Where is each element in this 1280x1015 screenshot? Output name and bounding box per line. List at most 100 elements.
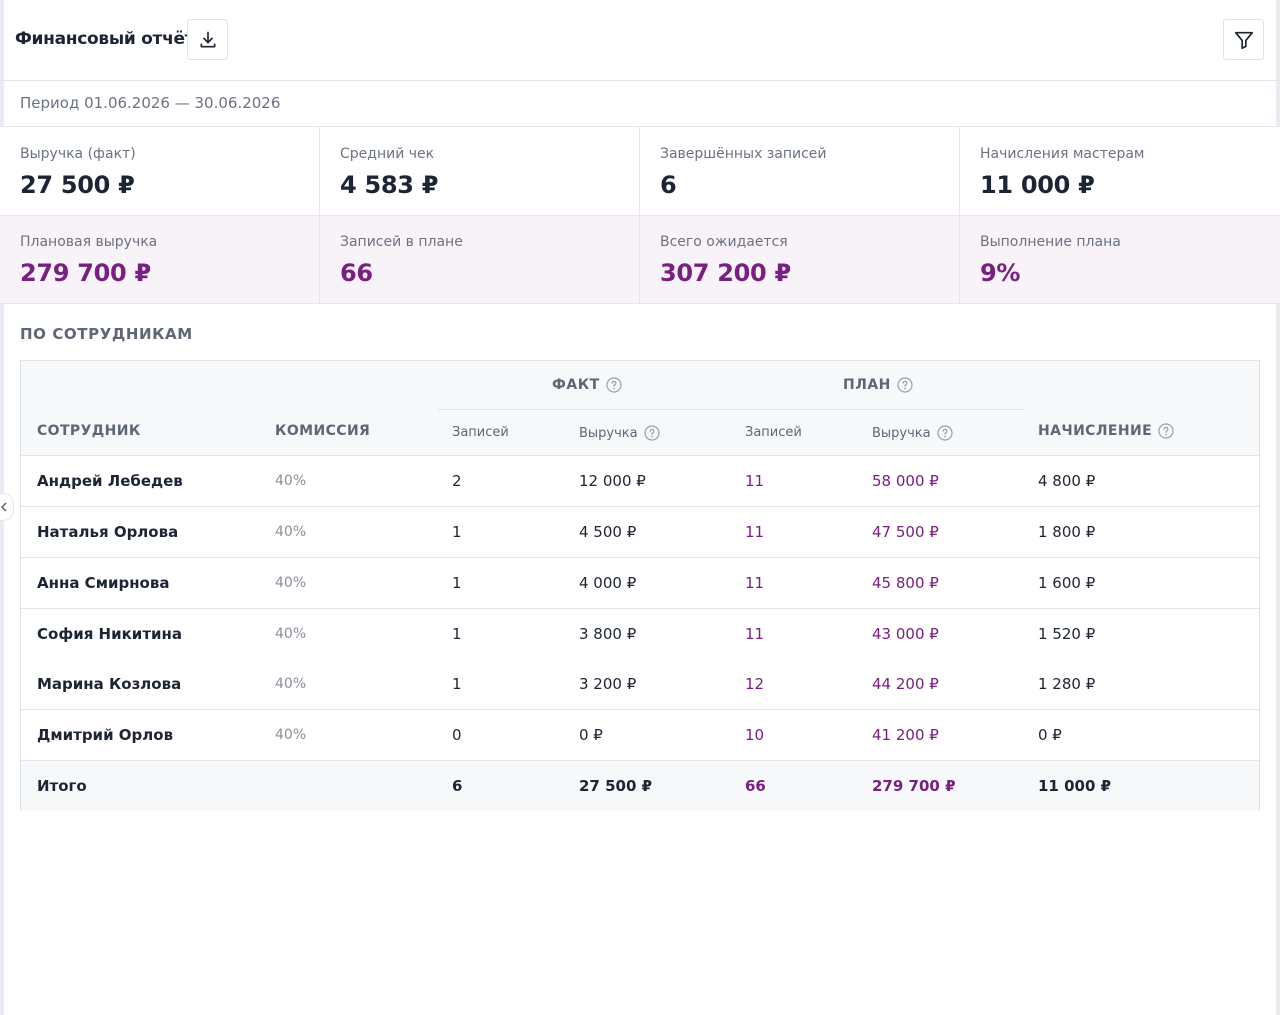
kpi-label: Завершённых записей xyxy=(660,146,827,162)
kpi-plan-completion: Выполнение плана 9% xyxy=(960,216,1280,303)
table-row[interactable]: София Никитина 40% 1 3 800 ₽ 11 43 000 ₽… xyxy=(21,609,1259,660)
cell-total-fact-revenue: 27 500 ₽ xyxy=(579,777,653,795)
table-row[interactable]: Анна Смирнова 40% 1 4 000 ₽ 11 45 800 ₽ … xyxy=(21,558,1259,609)
chevron-left-icon xyxy=(0,502,7,512)
cell-accrual: 1 600 ₽ xyxy=(1038,574,1096,592)
cell-fact-revenue: 4 500 ₽ xyxy=(579,523,637,541)
help-icon[interactable] xyxy=(937,425,953,441)
cell-accrual: 1 800 ₽ xyxy=(1038,523,1096,541)
cell-plan-revenue: 58 000 ₽ xyxy=(872,472,939,490)
help-icon[interactable] xyxy=(606,377,622,393)
col-plan-records[interactable]: Записей xyxy=(745,425,802,440)
cell-commission: 40% xyxy=(275,676,307,692)
kpi-revenue-fact: Выручка (факт) 27 500 ₽ xyxy=(0,127,320,215)
section-title: ПО СОТРУДНИКАМ xyxy=(20,325,193,343)
download-button[interactable] xyxy=(187,19,228,60)
kpi-value: 11 000 ₽ xyxy=(980,171,1095,199)
kpi-value: 4 583 ₽ xyxy=(340,171,439,199)
group-fact-header: ФАКТ xyxy=(552,377,622,393)
kpi-planned-records: Записей в плане 66 xyxy=(320,216,640,303)
kpi-value: 66 xyxy=(340,259,373,287)
cell-employee: Наталья Орлова xyxy=(37,523,179,541)
cell-plan-records: 12 xyxy=(745,675,765,693)
right-edge-strip xyxy=(1276,0,1280,1015)
kpi-row-fact: Выручка (факт) 27 500 ₽ Средний чек 4 58… xyxy=(0,127,1280,216)
cell-employee: София Никитина xyxy=(37,625,183,643)
kpi-average-check: Средний чек 4 583 ₽ xyxy=(320,127,640,215)
cell-accrual: 4 800 ₽ xyxy=(1038,472,1096,490)
cell-commission: 40% xyxy=(275,575,307,591)
kpi-value: 27 500 ₽ xyxy=(20,171,135,199)
filter-button[interactable] xyxy=(1223,19,1264,60)
col-plan-revenue[interactable]: Выручка xyxy=(872,425,953,441)
cell-plan-revenue: 47 500 ₽ xyxy=(872,523,939,541)
cell-commission: 40% xyxy=(275,473,307,489)
cell-total-label: Итого xyxy=(37,777,87,795)
help-icon[interactable] xyxy=(644,425,660,441)
col-fact-records[interactable]: Записей xyxy=(452,425,509,440)
cell-plan-revenue: 41 200 ₽ xyxy=(872,726,939,744)
help-icon[interactable] xyxy=(897,377,913,393)
period-text: Период 01.06.2026 — 30.06.2026 xyxy=(20,94,281,112)
table-row[interactable]: Дмитрий Орлов 40% 0 0 ₽ 10 41 200 ₽ 0 ₽ xyxy=(21,710,1259,761)
col-accrual[interactable]: НАЧИСЛЕНИЕ xyxy=(1038,423,1174,439)
cell-commission: 40% xyxy=(275,524,307,540)
kpi-value: 6 xyxy=(660,171,677,199)
cell-employee: Анна Смирнова xyxy=(37,574,170,592)
kpi-label: Выполнение плана xyxy=(980,234,1121,250)
col-plan-revenue-label: Выручка xyxy=(872,425,931,441)
cell-plan-records: 11 xyxy=(745,625,765,643)
table-row[interactable]: Андрей Лебедев 40% 2 12 000 ₽ 11 58 000 … xyxy=(21,456,1259,507)
report-header: Финансовый отчёт xyxy=(0,0,1280,81)
cell-fact-records: 1 xyxy=(452,625,462,643)
cell-employee: Марина Козлова xyxy=(37,675,182,693)
col-employee[interactable]: СОТРУДНИК xyxy=(37,423,141,439)
filter-icon xyxy=(1234,31,1253,49)
kpi-completed-records: Завершённых записей 6 xyxy=(640,127,960,215)
kpi-label: Записей в плане xyxy=(340,234,463,250)
cell-fact-revenue: 0 ₽ xyxy=(579,726,603,744)
col-fact-revenue[interactable]: Выручка xyxy=(579,425,660,441)
cell-accrual: 0 ₽ xyxy=(1038,726,1062,744)
table-row[interactable]: Марина Козлова 40% 1 3 200 ₽ 12 44 200 ₽… xyxy=(21,659,1259,710)
table-row[interactable]: Наталья Орлова 40% 1 4 500 ₽ 11 47 500 ₽… xyxy=(21,507,1259,558)
kpi-total-expected: Всего ожидается 307 200 ₽ xyxy=(640,216,960,303)
kpi-value: 307 200 ₽ xyxy=(660,259,791,287)
col-accrual-label: НАЧИСЛЕНИЕ xyxy=(1038,423,1153,439)
cell-fact-records: 2 xyxy=(452,472,462,490)
kpi-label: Всего ожидается xyxy=(660,234,788,250)
cell-fact-records: 0 xyxy=(452,726,462,744)
cell-fact-revenue: 3 200 ₽ xyxy=(579,675,637,693)
col-fact-revenue-label: Выручка xyxy=(579,425,638,441)
cell-plan-records: 10 xyxy=(745,726,765,744)
cell-plan-revenue: 44 200 ₽ xyxy=(872,675,939,693)
kpi-master-accruals: Начисления мастерам 11 000 ₽ xyxy=(960,127,1280,215)
col-commission[interactable]: КОМИССИЯ xyxy=(275,423,371,439)
kpi-label: Плановая выручка xyxy=(20,234,158,250)
kpi-value: 279 700 ₽ xyxy=(20,259,151,287)
sidebar-toggle[interactable] xyxy=(0,493,14,521)
cell-fact-revenue: 4 000 ₽ xyxy=(579,574,637,592)
cell-plan-revenue: 43 000 ₽ xyxy=(872,625,939,643)
kpi-label: Начисления мастерам xyxy=(980,146,1145,162)
kpi-planned-revenue: Плановая выручка 279 700 ₽ xyxy=(0,216,320,303)
group-plan-header: ПЛАН xyxy=(843,377,913,393)
page-title: Финансовый отчёт xyxy=(15,29,195,49)
group-divider xyxy=(438,409,1023,410)
cell-total-plan-records: 66 xyxy=(745,777,766,795)
kpi-label: Выручка (факт) xyxy=(20,146,136,162)
period-bar: Период 01.06.2026 — 30.06.2026 xyxy=(0,81,1280,127)
employees-table: ФАКТ ПЛАН СОТРУДНИК КОМИССИЯ Записей Выр… xyxy=(20,360,1260,811)
cell-total-accrual: 11 000 ₽ xyxy=(1038,777,1112,795)
cell-plan-records: 11 xyxy=(745,574,765,592)
cell-fact-revenue: 3 800 ₽ xyxy=(579,625,637,643)
cell-accrual: 1 520 ₽ xyxy=(1038,625,1096,643)
help-icon[interactable] xyxy=(1158,423,1174,439)
table-header: ФАКТ ПЛАН СОТРУДНИК КОМИССИЯ Записей Выр… xyxy=(21,361,1259,456)
cell-fact-revenue: 12 000 ₽ xyxy=(579,472,646,490)
table-total-row: Итого 6 27 500 ₽ 66 279 700 ₽ 11 000 ₽ xyxy=(21,761,1259,811)
cell-commission: 40% xyxy=(275,626,307,642)
cell-accrual: 1 280 ₽ xyxy=(1038,675,1096,693)
cell-plan-revenue: 45 800 ₽ xyxy=(872,574,939,592)
